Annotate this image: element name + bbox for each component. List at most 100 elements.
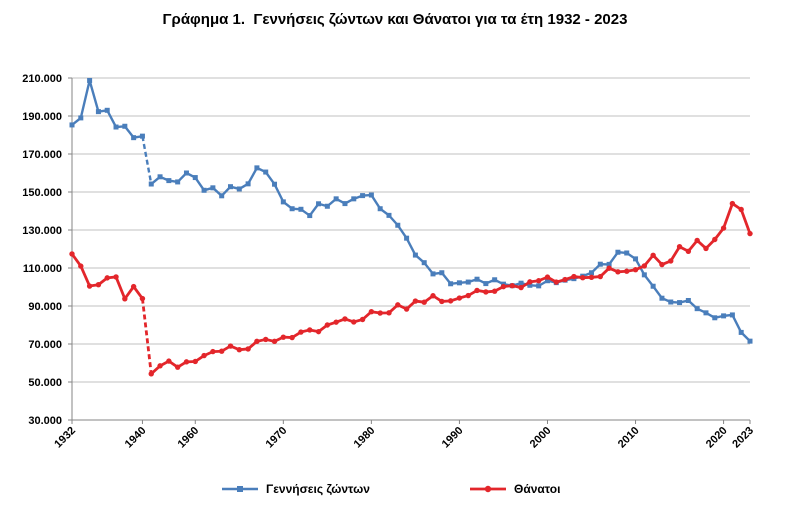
data-point xyxy=(227,184,233,190)
data-point xyxy=(183,170,189,176)
data-point xyxy=(535,278,542,284)
data-point xyxy=(685,297,691,303)
data-point xyxy=(404,235,410,241)
data-point xyxy=(729,312,735,318)
data-point xyxy=(544,274,551,280)
x-tick-label: 2023 xyxy=(730,425,756,451)
data-point xyxy=(509,282,515,289)
data-point xyxy=(421,299,427,305)
data-point xyxy=(324,203,330,209)
data-point xyxy=(624,268,630,274)
data-point xyxy=(729,200,736,207)
y-tick-label: 130.000 xyxy=(22,225,62,237)
legend-marker-square xyxy=(237,486,243,492)
data-point xyxy=(606,261,612,267)
data-point xyxy=(166,178,172,184)
y-tick-label: 30.000 xyxy=(28,415,62,427)
data-point xyxy=(747,338,753,344)
data-point xyxy=(721,313,727,319)
series-deaths xyxy=(69,200,753,377)
x-axis: 1932 1940 1960 1970 1980 1990 2000 2010 2020 2023 xyxy=(52,420,756,450)
data-point xyxy=(324,322,331,328)
data-point xyxy=(624,250,630,256)
x-tick-label: 1990 xyxy=(440,425,466,451)
data-point xyxy=(113,124,119,130)
data-point xyxy=(633,256,639,262)
data-point xyxy=(342,201,348,207)
data-point xyxy=(703,310,709,316)
data-point xyxy=(263,169,269,175)
data-point xyxy=(386,310,392,316)
data-point xyxy=(130,283,137,290)
legend-label-births: Γεννήσεις ζώντων xyxy=(266,482,370,496)
series-line xyxy=(70,202,752,375)
data-point xyxy=(113,274,119,280)
data-point xyxy=(747,230,753,237)
data-point xyxy=(157,174,163,180)
data-point xyxy=(703,245,709,252)
data-point xyxy=(307,327,313,333)
data-point xyxy=(219,193,225,199)
data-point xyxy=(553,279,559,285)
legend-marker-circle xyxy=(484,485,492,493)
data-point xyxy=(536,283,542,289)
data-point xyxy=(456,295,463,301)
data-point xyxy=(192,358,198,365)
data-point xyxy=(351,319,357,325)
data-point xyxy=(430,293,436,299)
data-point xyxy=(289,206,295,212)
y-tick-label: 50.000 xyxy=(28,377,62,389)
x-tick-label: 1970 xyxy=(264,425,290,451)
data-point xyxy=(289,334,295,341)
legend-item-births: Γεννήσεις ζώντων xyxy=(222,482,370,496)
data-point xyxy=(465,279,471,285)
data-point xyxy=(95,109,101,115)
data-point xyxy=(712,315,718,321)
y-axis: 30.000 50.000 70.000 90.000 110.000 130.000 15… xyxy=(22,73,73,427)
data-point xyxy=(597,273,604,280)
data-point xyxy=(615,269,621,275)
data-point xyxy=(650,252,656,258)
series-line xyxy=(71,79,751,343)
data-point xyxy=(492,277,498,283)
data-point xyxy=(192,175,198,181)
data-point xyxy=(315,328,322,335)
data-point xyxy=(122,123,128,129)
series-gap-dashed-line xyxy=(141,298,153,374)
data-point xyxy=(271,338,278,345)
data-point xyxy=(307,213,313,219)
data-point xyxy=(316,201,322,207)
data-point xyxy=(342,316,348,322)
data-point xyxy=(527,279,533,285)
data-point xyxy=(245,181,251,187)
data-point xyxy=(562,276,568,283)
data-point xyxy=(597,261,603,267)
data-point xyxy=(333,196,339,202)
data-point xyxy=(139,295,146,302)
data-point xyxy=(720,225,727,231)
data-point xyxy=(483,289,489,295)
data-point xyxy=(210,185,216,191)
data-point xyxy=(201,187,207,193)
data-point xyxy=(395,222,401,228)
y-tick-label: 150.000 xyxy=(22,187,62,199)
data-point xyxy=(368,309,375,315)
data-point xyxy=(606,265,612,271)
data-point xyxy=(183,359,190,365)
data-point xyxy=(641,272,647,278)
x-tick-label: 2000 xyxy=(528,425,554,451)
data-point xyxy=(632,267,639,273)
y-tick-label: 190.000 xyxy=(22,111,62,123)
data-point xyxy=(676,244,683,250)
data-point xyxy=(201,352,207,359)
data-point xyxy=(544,278,550,284)
gridlines xyxy=(72,77,750,421)
data-point xyxy=(245,346,251,352)
data-point xyxy=(439,298,445,305)
data-point xyxy=(412,298,419,304)
data-point xyxy=(157,363,163,369)
data-point xyxy=(210,348,216,355)
data-point xyxy=(78,263,84,269)
data-point xyxy=(377,206,383,212)
